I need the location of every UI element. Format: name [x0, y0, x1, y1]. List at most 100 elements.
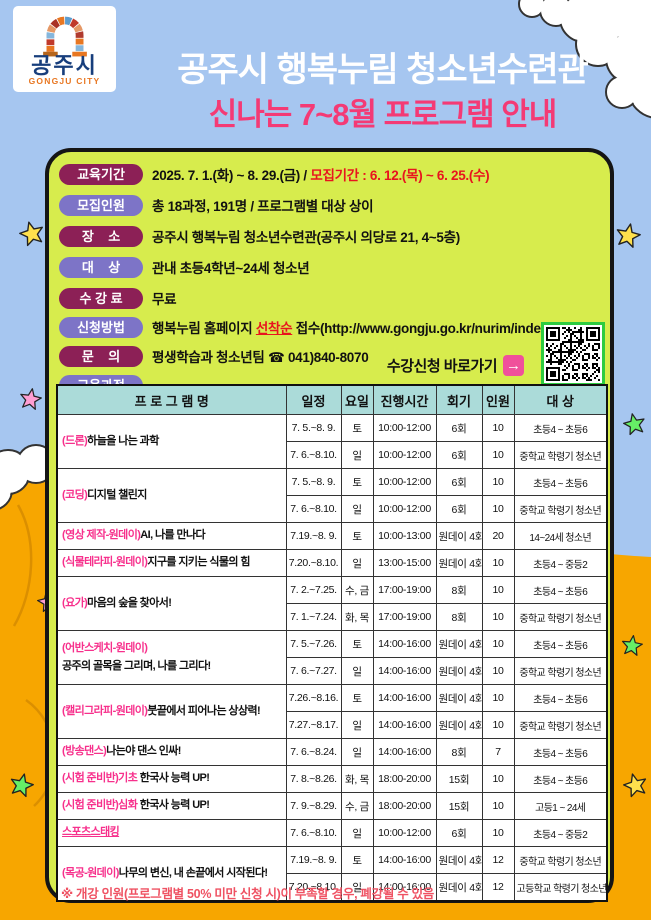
table-row: 7. 6.~7.27. 일 14:00-16:00 원데이 4회 10 중학교 학령기 청… — [57, 657, 608, 685]
qr-code — [541, 322, 605, 386]
cell-count: 원데이 4회 — [435, 549, 483, 577]
cell-seats: 7 — [481, 738, 515, 766]
cell-target: 중학교 학령기 청소년 — [513, 603, 608, 631]
info-text: 2025. 7. 1.(화) ~ 8. 29.(금) / 모집기간 : 6. 1… — [152, 168, 490, 183]
cell-target: 초등4 ~ 초등6 — [513, 468, 608, 496]
cell-time: 17:00-19:00 — [372, 576, 437, 604]
cell-count: 6회 — [435, 819, 483, 847]
cell-seats: 12 — [481, 873, 515, 902]
cell-target: 중학교 학령기 청소년 — [513, 657, 608, 685]
page-title: 공주시 행복누림 청소년수련관 — [177, 51, 589, 89]
cell-count: 6회 — [435, 495, 483, 523]
cell-day: 화, 목 — [340, 765, 374, 793]
info-text: 총 18과정, 191명 / 프로그램별 대상 상이 — [152, 199, 374, 214]
cell-dates: 7. 6.~8.10. — [285, 819, 342, 847]
info-text: 무료 — [152, 292, 177, 307]
cell-seats: 10 — [481, 468, 515, 496]
cell-seats: 10 — [481, 603, 515, 631]
cell-count: 원데이 4회 — [435, 711, 483, 739]
cell-seats: 10 — [481, 792, 515, 820]
info-label-pill: 문 의 — [59, 345, 143, 367]
cell-dates: 7.26.~8.16. — [285, 684, 342, 712]
table-row: (방송댄스)나는야 댄스 인싸! 7. 6.~8.24. 일 14:00-16:00 8… — [56, 738, 608, 766]
cell-day: 일 — [340, 711, 374, 739]
cell-time: 14:00-16:00 — [372, 630, 437, 658]
cell-dates: 7. 6.~8.10. — [285, 495, 342, 523]
program-table: 프 로 그 램 명 일정 요일 진행시간 회기 인원 대 상 (드론)하늘을 나는 과학 7.… — [56, 384, 608, 902]
cell-day: 일 — [340, 873, 374, 902]
cell-dates: 7. 5.~8. 9. — [285, 414, 342, 442]
cell-time: 14:00-16:00 — [372, 738, 437, 766]
column-header: 요일 — [340, 384, 374, 415]
info-label-pill: 수 강 료 — [59, 287, 143, 309]
table-row: (시험 준비반)기초 한국사 능력 UP! 7. 8.~8.26. 화, 목 18:0… — [56, 765, 608, 793]
star-yellow-bottom-right — [623, 773, 647, 798]
cell-seats: 10 — [481, 576, 515, 604]
table-row: 7. 1.~7.24. 화, 목 17:00-19:00 8회 10 중학교 학령기 청소… — [57, 603, 608, 631]
cell-time: 14:00-16:00 — [372, 684, 437, 712]
cell-target: 초등4 ~ 초등6 — [513, 684, 608, 712]
cell-day: 토 — [340, 630, 374, 658]
table-row: (캘리그라피-원데이)붓끝에서 피어나는 상상력! 7.26.~8.16. 토 14:… — [56, 684, 608, 739]
star-green-right — [622, 413, 645, 436]
info-label-pill: 교육기간 — [59, 163, 143, 185]
cell-seats: 10 — [481, 414, 515, 442]
cell-day: 일 — [340, 549, 374, 577]
cell-dates: 7. 2.~7.25. — [285, 576, 342, 604]
info-row: 대 상 관내 초등4학년~24세 청소년 — [59, 255, 310, 279]
info-row: 교육기간 2025. 7. 1.(화) ~ 8. 29.(금) / 모집기간 : … — [59, 162, 490, 186]
cell-day: 수, 금 — [340, 576, 374, 604]
cell-dates: 7.27.~8.17. — [285, 711, 342, 739]
cell-count: 8회 — [435, 738, 483, 766]
cell-program-name: (드론)하늘을 나는 과학 — [56, 414, 287, 469]
cell-program-name: (요가)마음의 숲을 찾아서! — [56, 576, 287, 631]
star-yellow-top-right — [616, 223, 641, 248]
info-label-pill: 장 소 — [59, 225, 143, 247]
gongju-city-logo: 공주시 GONGJU CITY — [13, 6, 116, 92]
cell-time: 18:00-20:00 — [372, 765, 437, 793]
signup-cta-label: 수강신청 바로가기 — [386, 358, 498, 375]
info-row: 모집인원 총 18과정, 191명 / 프로그램별 대상 상이 — [59, 193, 374, 217]
cell-dates: 7. 1.~7.24. — [285, 603, 342, 631]
cell-time: 10:00-12:00 — [372, 495, 437, 523]
cell-count: 8회 — [435, 603, 483, 631]
cell-day: 일 — [340, 819, 374, 847]
cell-program-name: (시험 준비반)기초 한국사 능력 UP! — [56, 765, 287, 793]
table-row: 7. 6.~8.10. 일 10:00-12:00 6회 10 중학교 학령기 청소년 — [57, 495, 608, 523]
column-header: 진행시간 — [372, 384, 437, 415]
cell-target: 초등4 ~ 초등6 — [513, 576, 608, 604]
cell-program-name: (코딩)디지털 챌린지 — [56, 468, 287, 523]
table-row: (코딩)디지털 챌린지 7. 5.~8. 9. 토 10:00-12:00 6회 10 초등… — [56, 468, 608, 523]
info-label-pill: 대 상 — [59, 256, 143, 278]
table-row: (시험 준비반)심화 한국사 능력 UP! 7. 9.~8.29. 수, 금 18:0… — [56, 792, 608, 820]
cell-day: 토 — [340, 522, 374, 550]
cell-count: 6회 — [435, 441, 483, 469]
cell-day: 토 — [340, 468, 374, 496]
cell-seats: 10 — [481, 657, 515, 685]
info-text: 공주시 행복누림 청소년수련관(공주시 의당로 21, 4~5층) — [152, 230, 460, 245]
table-header-row: 프 로 그 램 명 일정 요일 진행시간 회기 인원 대 상 — [56, 384, 608, 415]
cell-target: 중학교 학령기 청소년 — [513, 711, 608, 739]
cell-count: 6회 — [435, 468, 483, 496]
cell-target: 중학교 학령기 청소년 — [513, 441, 608, 469]
info-label-pill: 신청방법 — [59, 316, 143, 338]
cell-seats: 10 — [481, 495, 515, 523]
cell-target: 초등4 ~ 중등2 — [513, 549, 608, 577]
star-yellow-top-left — [19, 221, 43, 247]
table-row: 스포츠스태킹 7. 6.~8.10. 일 10:00-12:00 6회 10 초등4 ~ 중… — [56, 819, 608, 847]
cell-day: 토 — [340, 684, 374, 712]
cell-day: 일 — [340, 441, 374, 469]
cell-dates: 7.20.~8.10. — [285, 873, 342, 902]
info-row: 장 소 공주시 행복누림 청소년수련관(공주시 의당로 21, 4~5층) — [59, 224, 460, 248]
cell-target: 중학교 학령기 청소년 — [513, 495, 608, 523]
cell-seats: 10 — [481, 441, 515, 469]
main-panel: 교육기간 2025. 7. 1.(화) ~ 8. 29.(금) / 모집기간 : … — [45, 148, 614, 903]
cell-seats: 10 — [481, 549, 515, 577]
cell-dates: 7. 8.~8.26. — [285, 765, 342, 793]
cell-time: 14:00-16:00 — [372, 711, 437, 739]
cell-dates: 7. 5.~8. 9. — [285, 468, 342, 496]
cell-seats: 10 — [481, 711, 515, 739]
table-row: (식물테라피-원데이)지구를 지키는 식물의 힘 7.20.~8.10. 일 13:0… — [56, 549, 608, 577]
table-row: (드론)하늘을 나는 과학 7. 5.~8. 9. 토 10:00-12:00 6회 10… — [56, 414, 608, 469]
cell-seats: 10 — [481, 819, 515, 847]
